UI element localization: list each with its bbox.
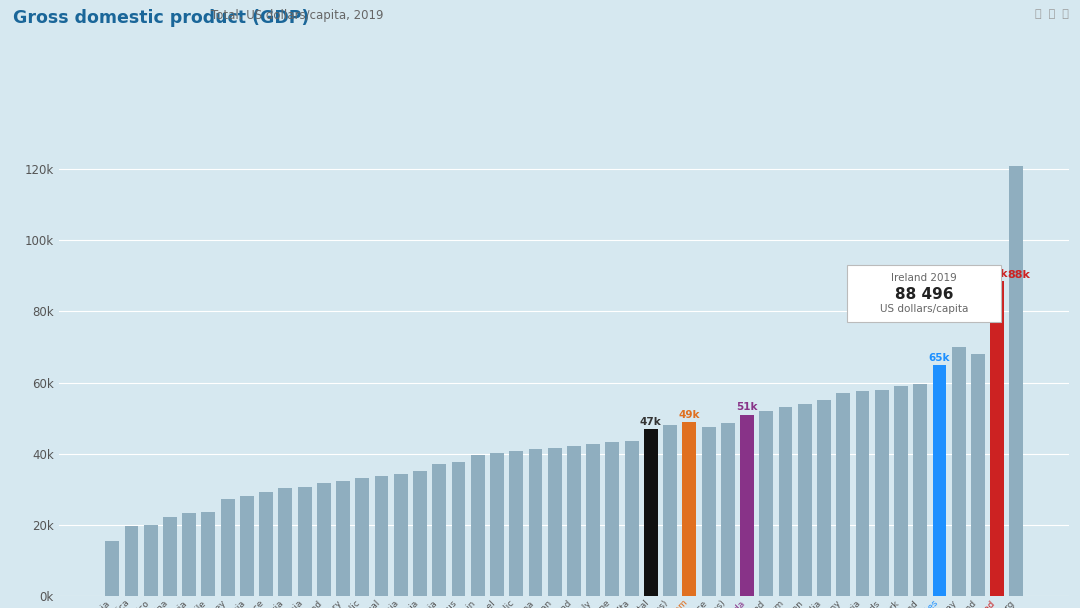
Bar	[144, 525, 158, 596]
Bar	[240, 496, 254, 596]
Bar	[798, 404, 812, 596]
Text: 88k: 88k	[986, 269, 1008, 279]
Text: US dollars/capita: US dollars/capita	[880, 305, 969, 314]
Bar	[683, 422, 697, 596]
Bar	[432, 464, 446, 596]
Bar	[990, 282, 1004, 596]
Bar	[490, 453, 504, 596]
Bar	[413, 471, 427, 596]
Bar	[298, 487, 311, 596]
Bar	[624, 441, 638, 596]
Bar	[740, 415, 754, 596]
Bar	[316, 483, 330, 596]
Text: 47k: 47k	[640, 416, 662, 427]
Bar	[124, 526, 138, 596]
Bar	[818, 400, 831, 596]
Text: Gross domestic product (GDP): Gross domestic product (GDP)	[13, 9, 309, 27]
Bar	[163, 517, 177, 596]
Bar	[759, 411, 773, 596]
Text: ⓘ  ⛶  ⤢: ⓘ ⛶ ⤢	[1035, 9, 1068, 19]
Bar	[451, 462, 465, 596]
Bar	[106, 541, 119, 596]
Text: Ireland 2019: Ireland 2019	[891, 273, 957, 283]
Bar	[567, 446, 581, 596]
Bar	[336, 482, 350, 596]
Bar	[971, 354, 985, 596]
Bar	[663, 425, 677, 596]
Bar	[606, 442, 619, 596]
Bar	[259, 492, 273, 596]
Bar	[779, 407, 793, 596]
Bar	[202, 511, 215, 596]
Text: 49k: 49k	[678, 410, 700, 420]
Bar	[471, 455, 485, 596]
Bar	[932, 365, 946, 596]
Bar	[875, 390, 889, 596]
Bar	[394, 474, 408, 596]
Bar	[894, 386, 908, 596]
Text: 88 496: 88 496	[895, 286, 954, 302]
Bar	[183, 513, 197, 596]
Bar	[1010, 166, 1024, 596]
Bar	[914, 384, 927, 596]
Bar	[720, 423, 734, 596]
Bar	[548, 447, 562, 596]
Bar	[510, 451, 523, 596]
Bar	[951, 347, 966, 596]
Bar	[702, 427, 716, 596]
Bar	[644, 429, 658, 596]
Text: 65k: 65k	[929, 353, 950, 362]
Text: 51k: 51k	[737, 402, 758, 412]
Bar	[836, 393, 850, 596]
Bar	[355, 478, 369, 596]
Bar	[279, 488, 293, 596]
Bar	[855, 392, 869, 596]
Text: Total, US dollars/capita, 2019: Total, US dollars/capita, 2019	[211, 9, 383, 22]
FancyBboxPatch shape	[847, 265, 1001, 322]
Bar	[220, 499, 234, 596]
Bar	[528, 449, 542, 596]
Text: 88k: 88k	[1008, 269, 1030, 280]
Bar	[586, 444, 600, 596]
Bar	[375, 476, 389, 596]
